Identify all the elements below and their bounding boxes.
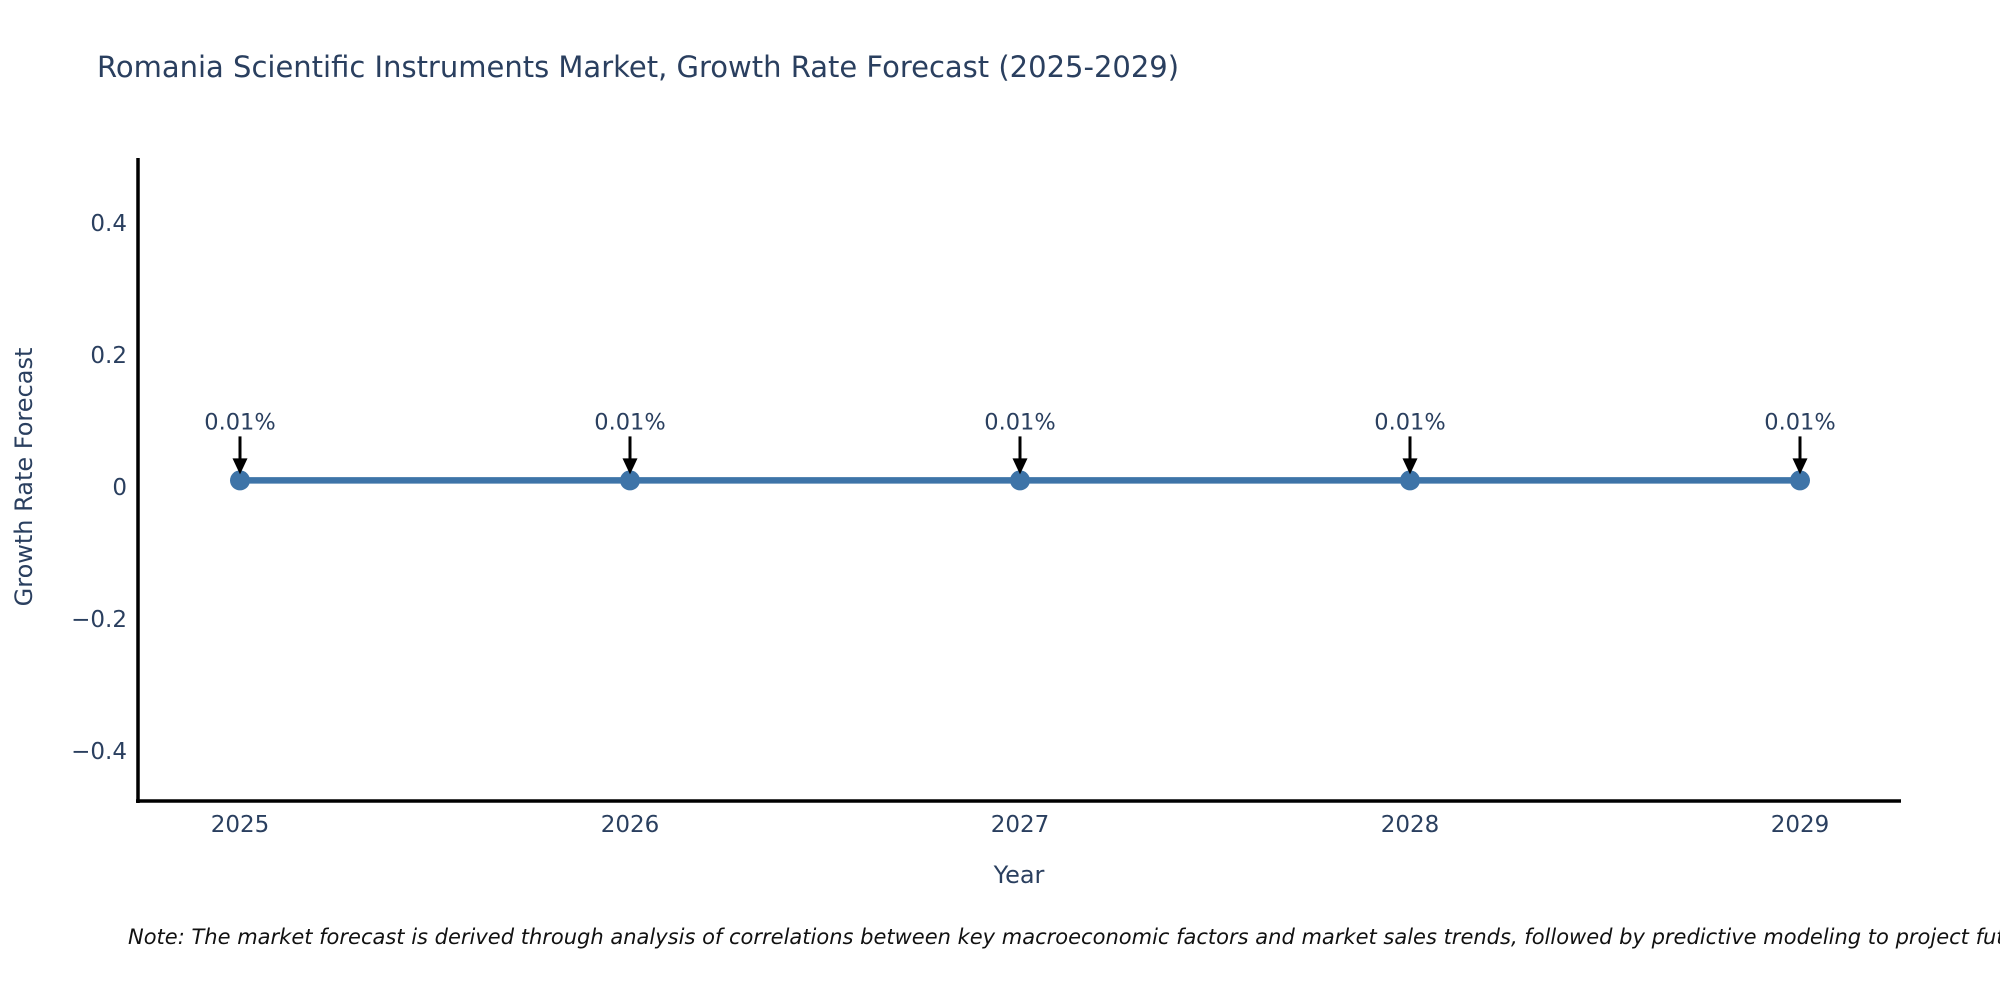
annotation-arrow-head xyxy=(1792,458,1808,475)
x-tick-label: 2027 xyxy=(991,812,1050,838)
x-tick-label: 2028 xyxy=(1381,812,1440,838)
x-tick-label: 2029 xyxy=(1771,812,1830,838)
y-tick-label: −0.4 xyxy=(71,739,127,765)
chart-title: Romania Scientific Instruments Market, G… xyxy=(97,50,1180,84)
data-point-label: 0.01% xyxy=(594,409,665,435)
y-tick-label: −0.2 xyxy=(71,607,127,633)
x-tick-label: 2025 xyxy=(211,812,270,838)
x-tick-label: 2026 xyxy=(601,812,660,838)
footnote: Note: The market forecast is derived thr… xyxy=(128,925,2000,949)
annotation-arrow-head xyxy=(232,458,248,475)
y-tick-label: 0.2 xyxy=(90,343,127,369)
y-tick-label: 0 xyxy=(112,475,127,501)
annotation-arrow-head xyxy=(622,458,638,475)
data-point-marker[interactable] xyxy=(620,470,640,491)
x-axis-title: Year xyxy=(993,861,1045,889)
data-point-marker[interactable] xyxy=(230,470,250,491)
annotation-arrow-head xyxy=(1012,458,1028,475)
y-tick-label: 0.4 xyxy=(90,211,127,237)
data-point-label: 0.01% xyxy=(204,409,275,435)
data-point-label: 0.01% xyxy=(1374,409,1445,435)
data-point-label: 0.01% xyxy=(1764,409,1835,435)
data-point-marker[interactable] xyxy=(1790,470,1810,491)
annotation-arrow-head xyxy=(1402,458,1418,475)
data-point-label: 0.01% xyxy=(984,409,1055,435)
data-point-marker[interactable] xyxy=(1400,470,1420,491)
y-axis-title: Growth Rate Forecast xyxy=(10,347,38,607)
data-point-marker[interactable] xyxy=(1010,470,1030,491)
